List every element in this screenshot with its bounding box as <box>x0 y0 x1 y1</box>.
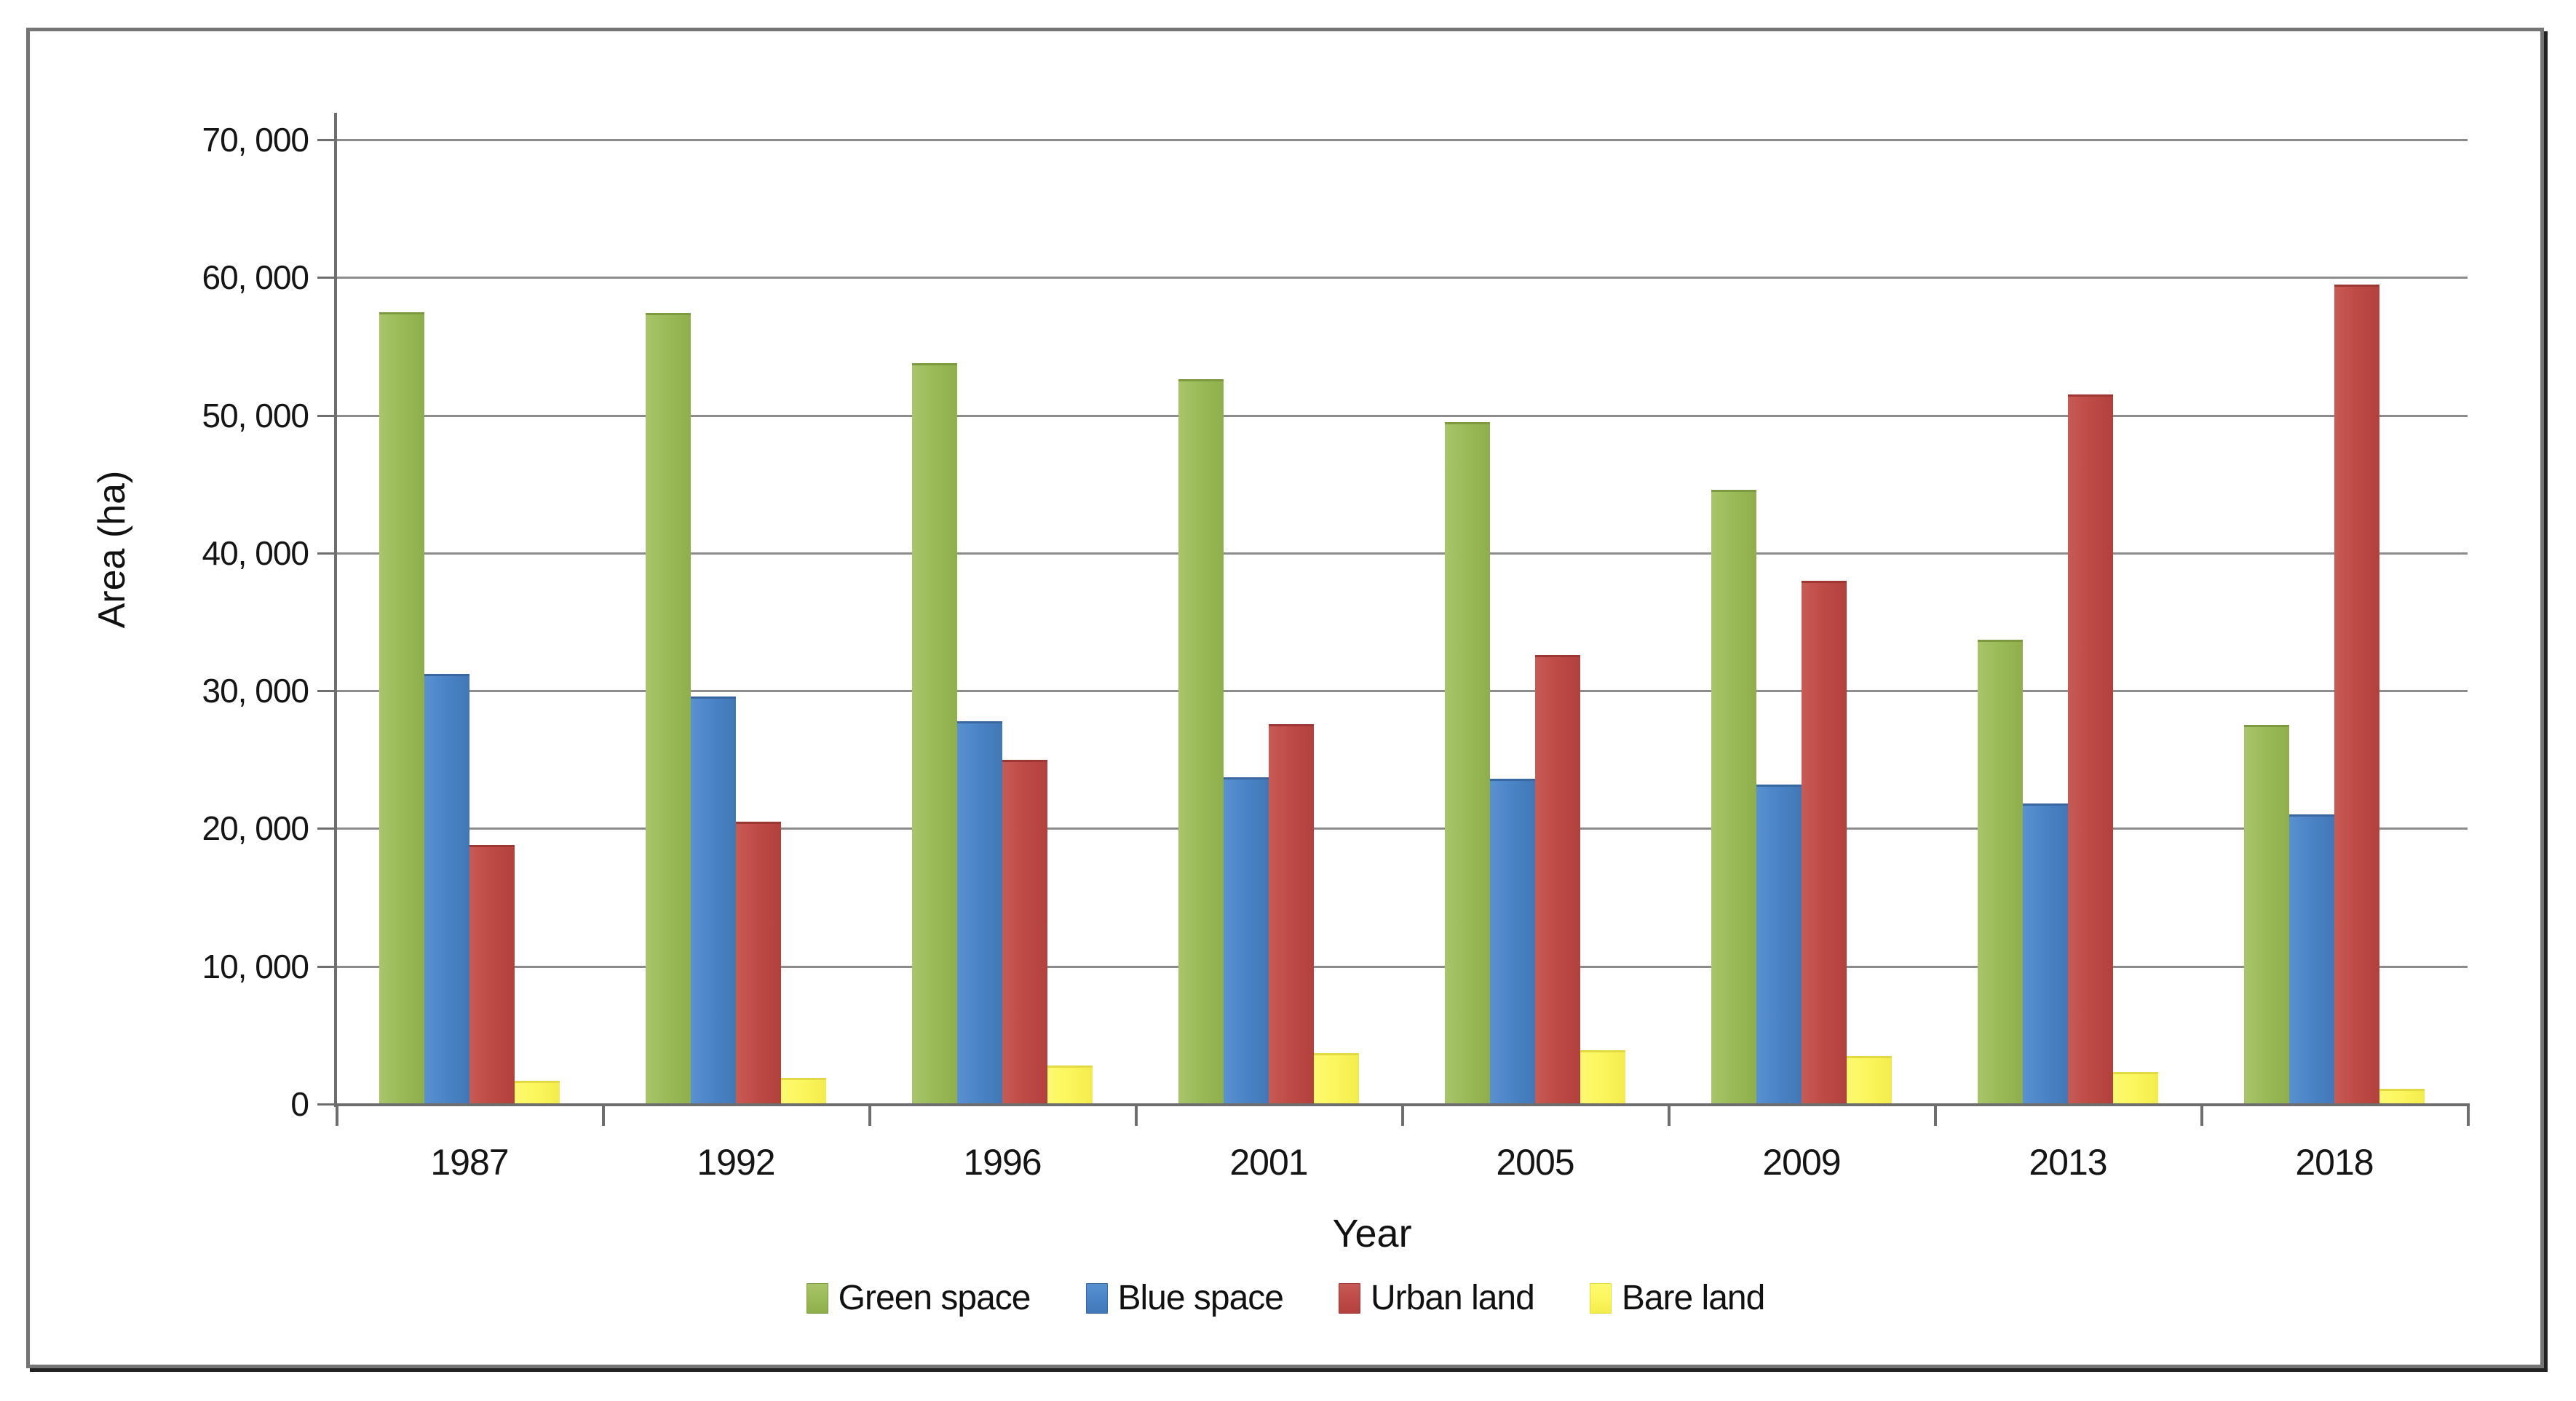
bar-green-space-2018 <box>2244 725 2289 1104</box>
bar-blue-space-2018 <box>2289 814 2334 1104</box>
bar-green-space-1996 <box>912 363 957 1104</box>
legend-item-blue-space: Blue space <box>1085 1278 1284 1318</box>
x-tick-label-1996: 1996 <box>963 1142 1042 1183</box>
bar-green-space-2013 <box>1978 640 2023 1104</box>
x-tick-label-2005: 2005 <box>1496 1142 1574 1183</box>
gridline <box>336 552 2468 555</box>
bar-blue-space-2005 <box>1490 779 1535 1104</box>
x-axis-title: Year <box>1332 1212 1412 1255</box>
y-tick-label: 10, 000 <box>202 947 309 985</box>
bar-bare-land-1992 <box>781 1078 826 1104</box>
x-axis-line <box>334 1103 2470 1106</box>
x-axis-tick <box>1401 1104 1404 1126</box>
bar-bare-land-2009 <box>1847 1056 1892 1104</box>
x-tick-label-2001: 2001 <box>1229 1142 1308 1183</box>
legend-item-urban-land: Urban land <box>1339 1278 1535 1318</box>
legend-swatch <box>1589 1282 1612 1314</box>
y-axis-tick <box>317 965 336 968</box>
x-axis-tick <box>1934 1104 1937 1126</box>
y-axis-line <box>334 113 337 1107</box>
legend-label: Urban land <box>1371 1279 1535 1317</box>
bar-bare-land-2018 <box>2379 1089 2425 1104</box>
legend-swatch <box>1339 1282 1360 1314</box>
y-tick-label: 20, 000 <box>202 809 309 848</box>
x-tick-label-1987: 1987 <box>430 1142 509 1183</box>
y-axis-tick <box>317 414 336 417</box>
bar-bare-land-1987 <box>515 1081 560 1104</box>
y-tick-label: 30, 000 <box>202 672 309 710</box>
gridline <box>336 277 2468 279</box>
bar-green-space-2009 <box>1711 490 1756 1104</box>
legend-swatch <box>806 1282 828 1314</box>
bar-urban-land-1996 <box>1002 760 1047 1104</box>
bar-green-space-1992 <box>646 313 691 1104</box>
bar-blue-space-2001 <box>1224 777 1269 1104</box>
x-tick-label-2013: 2013 <box>2029 1142 2107 1183</box>
bar-urban-land-1992 <box>736 822 781 1104</box>
legend-label: Blue space <box>1117 1279 1284 1317</box>
legend-item-green-space: Green space <box>806 1278 1031 1318</box>
gridline <box>336 827 2468 830</box>
bar-green-space-2001 <box>1178 379 1224 1104</box>
x-axis-tick <box>602 1104 605 1126</box>
bar-urban-land-2009 <box>1802 581 1847 1104</box>
gridline <box>336 965 2468 968</box>
y-axis-tick <box>317 277 336 279</box>
bar-green-space-2005 <box>1445 422 1490 1104</box>
gridline <box>336 690 2468 693</box>
x-tick-label-2009: 2009 <box>1762 1142 1841 1183</box>
bar-urban-land-1987 <box>469 845 515 1104</box>
bar-urban-land-2018 <box>2334 285 2379 1104</box>
bar-blue-space-1992 <box>691 696 736 1104</box>
gridline <box>336 414 2468 417</box>
x-axis-tick <box>2200 1104 2203 1126</box>
x-axis-tick <box>2467 1104 2470 1126</box>
bar-urban-land-2005 <box>1535 655 1580 1104</box>
y-tick-label: 0 <box>290 1085 309 1123</box>
bar-blue-space-1996 <box>957 721 1002 1104</box>
legend-label: Green space <box>838 1279 1031 1317</box>
y-axis-tick <box>317 139 336 141</box>
legend-swatch <box>1085 1282 1108 1314</box>
y-axis-tick <box>317 690 336 693</box>
bar-bare-land-2005 <box>1580 1050 1625 1104</box>
x-axis-tick <box>1135 1104 1138 1126</box>
legend: Green space Blue space Urban land Bare land <box>26 1278 2545 1318</box>
bar-green-space-1987 <box>379 312 424 1104</box>
y-axis-tick <box>317 552 336 555</box>
bar-blue-space-2009 <box>1756 785 1802 1104</box>
bar-bare-land-2001 <box>1314 1053 1359 1104</box>
x-axis-tick <box>336 1104 338 1126</box>
bar-bare-land-2013 <box>2113 1072 2158 1104</box>
x-axis-tick <box>868 1104 871 1126</box>
y-axis-tick <box>317 827 336 830</box>
bar-bare-land-1996 <box>1047 1065 1093 1104</box>
x-axis-tick <box>1668 1104 1671 1126</box>
y-tick-label: 60, 000 <box>202 258 309 297</box>
bar-urban-land-2013 <box>2068 394 2113 1104</box>
legend-item-bare-land: Bare land <box>1589 1278 1765 1318</box>
y-axis-tick <box>317 1103 336 1106</box>
bar-urban-land-2001 <box>1269 724 1314 1104</box>
y-tick-label: 50, 000 <box>202 396 309 434</box>
y-tick-label: 70, 000 <box>202 121 309 159</box>
x-tick-label-1992: 1992 <box>697 1142 775 1183</box>
bar-blue-space-2013 <box>2023 803 2068 1104</box>
bar-blue-space-1987 <box>424 674 469 1104</box>
x-tick-label-2018: 2018 <box>2295 1142 2374 1183</box>
y-tick-label: 40, 000 <box>202 533 309 572</box>
legend-label: Bare land <box>1621 1279 1765 1317</box>
gridline <box>336 139 2468 141</box>
